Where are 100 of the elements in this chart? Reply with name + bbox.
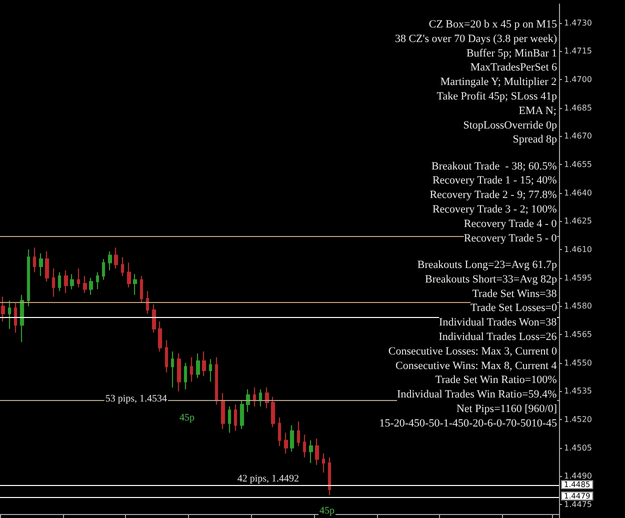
candlestick — [177, 352, 181, 392]
annotation: Recovery Trade 4 - 0 — [464, 218, 558, 230]
candlestick — [20, 294, 24, 343]
annotation: Take Profit 45p; SLoss 41p — [436, 90, 558, 102]
y-tick-label: 1.4490 — [564, 472, 592, 481]
y-tick-label: 1.4685 — [564, 103, 592, 112]
annotation: Martingale Y; Multiplier 2 — [440, 76, 557, 88]
annotation: Breakouts Short=33=Avg 82p — [425, 273, 558, 286]
annotation: Spread 8p — [512, 134, 558, 146]
candlestick — [52, 268, 55, 298]
y-tick-label: 1.4655 — [564, 160, 592, 170]
candlestick — [70, 274, 74, 290]
candlestick — [171, 351, 174, 388]
annotation: CZ Box=20 b x 45 p on M15 — [428, 18, 558, 30]
candlestick — [140, 276, 143, 303]
candlestick — [328, 456, 331, 496]
annotation: Buffer 5p; MinBar 1 — [466, 47, 558, 60]
candlestick — [165, 340, 168, 373]
y-tick-label: 1.4550 — [564, 358, 592, 368]
candlestick — [184, 362, 187, 390]
candlestick — [89, 277, 93, 296]
candlestick — [271, 396, 275, 428]
annotation: EMA N; — [518, 104, 556, 117]
y-tick-label: 1.4610 — [564, 245, 592, 254]
y-tick-label: 1.4520 — [564, 415, 592, 424]
candlestick — [77, 268, 80, 288]
candlestick — [108, 250, 112, 271]
annotation: StopLossOverride 0p — [463, 119, 558, 132]
candlestick — [58, 272, 61, 292]
candlestick — [259, 388, 262, 407]
y-tick-label: 1.4670 — [564, 132, 592, 141]
y-tick-label: 1.4595 — [564, 273, 592, 282]
y-tick-label: 1.4640 — [564, 188, 592, 198]
candlestick — [322, 453, 325, 473]
candlestick — [133, 274, 137, 296]
y-tick-label: 1.4535 — [564, 386, 592, 396]
candlestick — [190, 356, 193, 382]
annotation: 45p — [320, 506, 334, 516]
annotation: Individual Trades Loss=26 — [438, 330, 558, 343]
candlestick — [246, 388, 250, 412]
annotation: Consecutive Losses: Max 3, Current 0 — [388, 345, 558, 358]
candlestick — [315, 438, 319, 466]
candlestick — [265, 386, 269, 409]
annotation: 42 pips, 1.4492 — [237, 474, 299, 484]
candlestick — [45, 250, 49, 282]
y-tick-label: 1.4625 — [564, 216, 592, 226]
candlestick — [64, 270, 68, 294]
y-tick-label: 1.4565 — [564, 330, 592, 340]
annotation: Recovery Trade 3 - 2; 100% — [432, 204, 557, 216]
candlestick — [240, 400, 244, 430]
candlestick — [1, 296, 5, 322]
annotation: Trade Set Win Ratio=100% — [435, 374, 557, 386]
candlestick — [158, 320, 162, 352]
candlestick — [303, 434, 306, 458]
annotation: Recovery Trade 2 - 9; 77.8% — [430, 189, 557, 202]
annotation: Breakout Trade - 38; 60.5% — [432, 160, 557, 172]
annotation: 38 CZ's over 70 Days (3.8 per week) — [394, 32, 558, 45]
annotation: Trade Set Wins=38 — [472, 288, 558, 300]
annotation: 15-20-450-50-1-450-20-6-0-70-5010-45 — [379, 417, 558, 430]
annotation: MaxTradesPerSet 6 — [470, 62, 558, 74]
annotation: Recovery Trade 5 - 0 — [464, 232, 558, 244]
y-tick-label: 1.4505 — [564, 443, 592, 452]
candlestick — [253, 386, 256, 407]
annotation: 53 pips, 1.4534 — [105, 394, 167, 404]
candlestick — [209, 358, 212, 382]
candlestick — [27, 249, 30, 307]
y-tick-label: 1.4580 — [564, 302, 592, 311]
candlestick — [290, 424, 294, 452]
candlestick — [14, 302, 17, 334]
annotation: Breakouts Long=23=Avg 61.7p — [417, 258, 558, 271]
candlestick — [297, 420, 300, 446]
candlestick — [8, 300, 11, 330]
candlestick — [221, 392, 225, 430]
annotation: Individual Trades Win Ratio=59.4% — [397, 388, 557, 401]
candlestick — [309, 440, 313, 464]
candlestick — [196, 352, 200, 378]
y-tick-label: 1.4715 — [564, 46, 592, 56]
y-tick-label: 1.4730 — [564, 18, 592, 28]
candlestick — [127, 262, 131, 288]
y-tick-label: 1.4700 — [564, 75, 592, 84]
candlestick — [102, 258, 105, 280]
candlestick — [96, 272, 99, 290]
candlestick — [215, 356, 218, 405]
candlestick — [228, 406, 231, 434]
annotation: Consecutive Wins: Max 8, Current 4 — [396, 360, 558, 372]
candlestick — [284, 432, 288, 454]
candlestick — [83, 276, 87, 294]
candlestick — [146, 290, 149, 314]
annotation: Net Pips=1160 [960/0] — [456, 402, 557, 415]
candlestick — [202, 351, 206, 377]
candlestick — [278, 417, 281, 446]
candlestick — [114, 247, 118, 269]
annotation: Trade Set Losses=0 — [470, 302, 558, 314]
candlestick — [152, 304, 156, 334]
annotation: Recovery Trade 1 - 15; 40% — [432, 174, 557, 187]
candlestick — [39, 252, 43, 276]
candlestick — [33, 247, 36, 273]
y-tick-label: 1.4475 — [564, 500, 592, 510]
candlestick — [121, 256, 124, 276]
annotation: 45p — [180, 412, 194, 424]
